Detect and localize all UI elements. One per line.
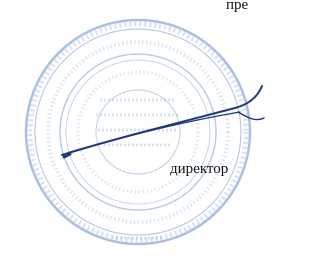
header-text: пре — [226, 0, 249, 13]
page: {"header": {"text": "пре"}, "signature":… — [0, 0, 265, 270]
stamp-document: пре директор — [0, 0, 265, 270]
signature — [62, 86, 264, 157]
stamp — [26, 20, 250, 244]
signature-role: директор — [170, 161, 228, 177]
